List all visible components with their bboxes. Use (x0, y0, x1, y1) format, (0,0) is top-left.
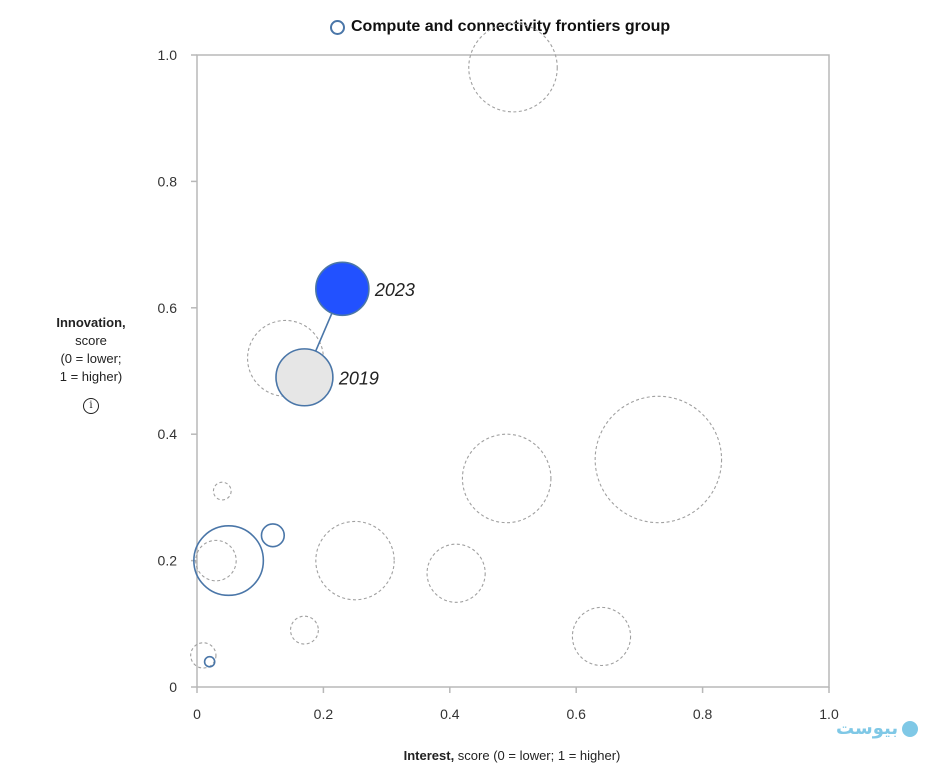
group-data-point (260, 523, 286, 548)
data-point (594, 395, 723, 524)
y-tick-label: 0.4 (158, 426, 178, 442)
y-axis-label-line-2: (0 = lower; (60, 351, 122, 366)
y-axis-label-title: Innovation, (56, 315, 126, 330)
legend-label: Compute and connectivity frontiers group (351, 18, 671, 35)
logo-icon (902, 720, 919, 737)
y-tick-label: 0.6 (158, 300, 178, 316)
axes-layer: 0 0.2 0.4 0.6 0.8 1.0 0 0.2 0.4 0.6 0.8 1.0 (158, 47, 839, 722)
points-layer (190, 22, 723, 669)
x-tick-label: 0.4 (440, 706, 460, 722)
x-tick-label: 1.0 (819, 706, 839, 722)
x-tick-label: 0.2 (314, 706, 334, 722)
group-data-point (203, 655, 216, 668)
highlight-layer: 2019 2023 (275, 261, 415, 407)
y-axis-label-line-3: 1 = higher) (59, 369, 123, 384)
watermark-text: بیوست (836, 718, 899, 738)
legend-swatch (330, 19, 345, 35)
data-point (195, 539, 237, 582)
x-tick-label: 0.8 (693, 706, 713, 722)
plot-frame (196, 54, 830, 688)
watermark: بیوست (836, 718, 919, 739)
y-tick-label: 1.0 (158, 47, 178, 63)
group-data-point (193, 525, 265, 597)
point-2023 (315, 261, 370, 317)
data-point (571, 606, 632, 667)
x-axis-label-title: Interest, (403, 748, 455, 763)
data-point (289, 615, 319, 645)
data-point (190, 642, 217, 669)
x-tick-label: 0 (193, 706, 201, 722)
x-axis-label-rest: score (0 = lower; 1 = higher) (454, 748, 621, 763)
y-axis-label-line-1: score (75, 333, 107, 348)
data-point (461, 433, 552, 524)
x-tick-label: 0.6 (566, 706, 586, 722)
y-tick-label: 0 (169, 679, 177, 695)
y-axis-label: Innovation, score (0 = lower; 1 = higher… (40, 314, 142, 386)
point-2019 (275, 348, 334, 407)
data-point (212, 481, 232, 501)
data-point (426, 543, 486, 603)
point-label-2019: 2019 (338, 368, 379, 388)
info-icon[interactable]: i (83, 398, 99, 414)
data-point (468, 22, 558, 113)
point-label-2023: 2023 (374, 280, 415, 300)
legend[interactable]: Compute and connectivity frontiers group (330, 18, 670, 36)
y-tick-label: 0.2 (158, 553, 178, 569)
data-point (315, 520, 395, 601)
y-tick-label: 0.8 (158, 173, 178, 189)
x-axis-label: Interest, score (0 = lower; 1 = higher) (0, 748, 952, 763)
